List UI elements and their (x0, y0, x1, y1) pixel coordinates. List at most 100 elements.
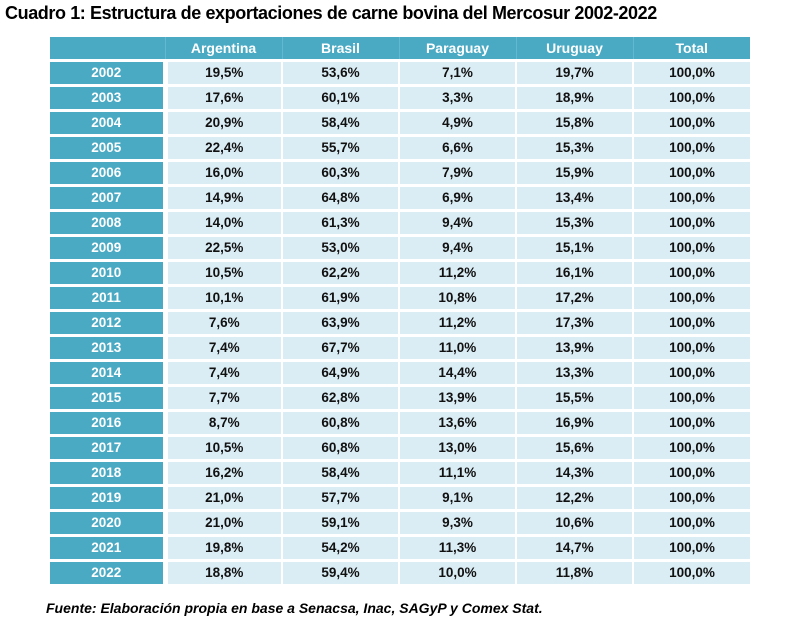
table-row: 2013 7,4% 67,7% 11,0% 13,9% 100,0% (50, 335, 750, 362)
row-year: 2008 (50, 210, 168, 237)
table-cell: 14,3% (515, 460, 633, 487)
table-cell: 7,4% (165, 335, 282, 362)
table-cell: 16,0% (165, 160, 282, 187)
source-note: Fuente: Elaboración propia en base a Sen… (46, 600, 543, 616)
table-cell: 22,5% (165, 235, 282, 262)
table-row: 2014 7,4% 64,9% 14,4% 13,3% 100,0% (50, 360, 750, 387)
table-cell: 22,4% (165, 135, 282, 162)
row-year: 2018 (50, 460, 168, 487)
table-cell: 62,2% (281, 260, 399, 287)
table-cell: 7,1% (398, 60, 516, 87)
table-cell: 18,8% (165, 560, 282, 587)
table-cell: 63,9% (281, 310, 399, 337)
table-cell: 100,0% (632, 285, 750, 312)
row-year: 2016 (50, 410, 168, 437)
table-cell: 100,0% (632, 485, 750, 512)
table-cell: 60,1% (281, 85, 399, 112)
table-cell: 60,3% (281, 160, 399, 187)
table-cell: 15,8% (515, 110, 633, 137)
table-cell: 6,9% (398, 185, 516, 212)
row-year: 2004 (50, 110, 168, 137)
table-cell: 64,9% (281, 360, 399, 387)
table-cell: 11,2% (398, 310, 516, 337)
table-cell: 53,0% (281, 235, 399, 262)
table-row: 2004 20,9% 58,4% 4,9% 15,8% 100,0% (50, 110, 750, 137)
table-cell: 7,4% (165, 360, 282, 387)
table-row: 2015 7,7% 62,8% 13,9% 15,5% 100,0% (50, 385, 750, 412)
row-year: 2015 (50, 385, 168, 412)
column-header: Uruguay (515, 37, 633, 62)
table-cell: 13,9% (515, 335, 633, 362)
corner-cell (50, 37, 165, 62)
table-row: 2018 16,2% 58,4% 11,1% 14,3% 100,0% (50, 460, 750, 487)
table-cell: 15,6% (515, 435, 633, 462)
table-cell: 10,5% (165, 435, 282, 462)
table-cell: 11,3% (398, 535, 516, 562)
table-cell: 16,1% (515, 260, 633, 287)
row-year: 2019 (50, 485, 168, 512)
table-cell: 100,0% (632, 335, 750, 362)
table-cell: 7,6% (165, 310, 282, 337)
table-cell: 100,0% (632, 260, 750, 287)
table-row: 2010 10,5% 62,2% 11,2% 16,1% 100,0% (50, 260, 750, 287)
table-cell: 14,0% (165, 210, 282, 237)
table-cell: 13,4% (515, 185, 633, 212)
table-cell: 100,0% (632, 385, 750, 412)
table-row: 2007 14,9% 64,8% 6,9% 13,4% 100,0% (50, 185, 750, 212)
table-row: 2011 10,1% 61,9% 10,8% 17,2% 100,0% (50, 285, 750, 312)
table-cell: 19,7% (515, 60, 633, 87)
table-cell: 100,0% (632, 185, 750, 212)
table-cell: 100,0% (632, 210, 750, 237)
table-cell: 10,8% (398, 285, 516, 312)
table-cell: 21,0% (165, 510, 282, 537)
table-row: 2009 22,5% 53,0% 9,4% 15,1% 100,0% (50, 235, 750, 262)
row-year: 2011 (50, 285, 168, 312)
table-row: 2003 17,6% 60,1% 3,3% 18,9% 100,0% (50, 85, 750, 112)
row-year: 2014 (50, 360, 168, 387)
table-cell: 100,0% (632, 460, 750, 487)
table-cell: 100,0% (632, 85, 750, 112)
table-cell: 15,9% (515, 160, 633, 187)
column-header: Argentina (164, 37, 282, 62)
table-cell: 100,0% (632, 435, 750, 462)
row-year: 2006 (50, 160, 168, 187)
table-cell: 57,7% (281, 485, 399, 512)
table-cell: 4,9% (398, 110, 516, 137)
table-cell: 6,6% (398, 135, 516, 162)
column-header: Brasil (281, 37, 399, 62)
table-cell: 61,9% (281, 285, 399, 312)
table-row: 2012 7,6% 63,9% 11,2% 17,3% 100,0% (50, 310, 750, 337)
table-cell: 10,0% (398, 560, 516, 587)
table-cell: 20,9% (165, 110, 282, 137)
table-cell: 100,0% (632, 410, 750, 437)
table-cell: 17,6% (165, 85, 282, 112)
table-row: 2002 19,5% 53,6% 7,1% 19,7% 100,0% (50, 60, 750, 87)
table-cell: 9,4% (398, 210, 516, 237)
row-year: 2012 (50, 310, 168, 337)
table-cell: 100,0% (632, 160, 750, 187)
table-row: 2017 10,5% 60,8% 13,0% 15,6% 100,0% (50, 435, 750, 462)
table-cell: 15,3% (515, 135, 633, 162)
table-cell: 55,7% (281, 135, 399, 162)
table-cell: 11,8% (515, 560, 633, 587)
table-cell: 100,0% (632, 60, 750, 87)
table-cell: 12,2% (515, 485, 633, 512)
table-cell: 17,3% (515, 310, 633, 337)
table-cell: 59,4% (281, 560, 399, 587)
table-cell: 100,0% (632, 135, 750, 162)
table-cell: 67,7% (281, 335, 399, 362)
header-row: Argentina Brasil Paraguay Uruguay Total (50, 37, 750, 62)
exports-table: Argentina Brasil Paraguay Uruguay Total 2002… (50, 37, 750, 587)
table-cell: 18,9% (515, 85, 633, 112)
table-cell: 100,0% (632, 310, 750, 337)
table-cell: 9,4% (398, 235, 516, 262)
row-year: 2021 (50, 535, 168, 562)
table-cell: 19,5% (165, 60, 282, 87)
table-cell: 8,7% (165, 410, 282, 437)
column-header: Total (632, 37, 750, 62)
row-year: 2009 (50, 235, 168, 262)
table-cell: 15,1% (515, 235, 633, 262)
table-cell: 100,0% (632, 110, 750, 137)
row-year: 2003 (50, 85, 168, 112)
